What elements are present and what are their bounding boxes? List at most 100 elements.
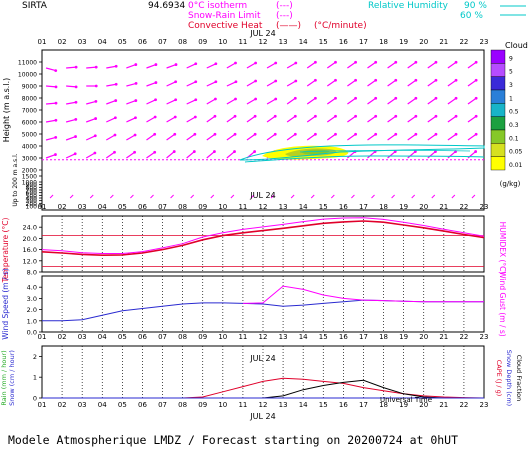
height-tick-label: 3000 — [22, 156, 37, 163]
wind-arrow — [326, 133, 336, 141]
wind-arrow-head — [274, 97, 278, 101]
wind-arrow-head — [293, 114, 297, 118]
wind-arrow-head — [214, 80, 218, 84]
wind-arrow-head — [253, 114, 257, 118]
wind-arrow-head — [394, 78, 398, 82]
wind-arrow-head — [113, 133, 117, 137]
low-hour-tick: 20 — [419, 333, 428, 341]
wind-arrow — [66, 85, 77, 88]
wind-arrow-head — [274, 61, 278, 65]
wind-arrow — [86, 66, 97, 69]
chart-content — [41, 5, 526, 399]
wind-arrow — [186, 133, 196, 141]
top-hour-tick: 20 — [419, 38, 428, 46]
low-wind-mark — [471, 194, 476, 199]
series-humidex — [41, 217, 485, 254]
low-wind-mark — [330, 194, 335, 199]
wind-arrow — [166, 99, 176, 105]
wind-arrow — [387, 115, 397, 123]
legend-label: Snow-Rain Limit — [188, 11, 261, 21]
low-wind-mark — [150, 194, 154, 199]
wind-arrow — [447, 133, 457, 141]
wind-arrow-head — [414, 132, 418, 136]
bottom-hour-tick: 14 — [299, 401, 308, 409]
wind-arrow-head — [94, 84, 98, 88]
top-hour-tick: 15 — [319, 38, 328, 46]
wind-arrow-head — [233, 150, 236, 153]
wind-arrow-head — [354, 132, 358, 136]
wind-arrow-head — [154, 81, 158, 84]
wind-arrow-head — [374, 78, 378, 82]
wind-arrow-head — [314, 78, 317, 82]
rh-legend-value-90: 90 % — [464, 1, 487, 11]
wind-arrow — [407, 133, 417, 141]
low-hour-tick: 04 — [98, 333, 107, 341]
low-wind-mark — [391, 194, 395, 199]
wind-arrow-head — [192, 150, 196, 153]
panel-tick-label: 1 — [33, 374, 37, 382]
wind-arrow — [85, 152, 96, 159]
mid-hour-tick: 06 — [138, 203, 147, 211]
panel-tick-label: 0 — [33, 395, 37, 403]
wind-arrow-head — [334, 114, 337, 118]
bottom-hour-tick: 04 — [98, 401, 107, 409]
wind-arrow-head — [254, 79, 258, 83]
height-axis-sublabel: Up to 200 m a.s.l. — [12, 153, 19, 206]
date-label-mid2: JUL 24 — [249, 354, 275, 363]
wind-arrow — [347, 151, 356, 159]
wind-arrow — [347, 133, 356, 141]
wind-arrow — [126, 151, 135, 159]
height-tick-label: 300 — [26, 198, 38, 205]
wind-arrow — [246, 80, 256, 87]
wind-arrow-head — [374, 114, 378, 118]
mid-hour-tick: 21 — [439, 203, 448, 211]
wind-arrow-head — [374, 132, 378, 136]
low-hour-tick: 06 — [138, 333, 147, 341]
wind-arrow-head — [474, 60, 478, 64]
legend-label: 0°C isotherm — [188, 1, 247, 11]
mid-hour-tick: 03 — [78, 203, 87, 211]
wind-arrow-head — [94, 117, 98, 120]
wind-arrow — [106, 100, 116, 105]
low-hour-tick: 01 — [38, 333, 47, 341]
wind-arrow — [246, 115, 256, 123]
top-hour-tick: 17 — [359, 38, 368, 46]
rain-axis-label: Rain (mm / hour) — [0, 350, 8, 405]
wind-arrow — [126, 134, 136, 141]
wind-arrow-head — [214, 97, 217, 101]
wind-arrow-head — [172, 150, 176, 153]
wind-arrow-head — [234, 61, 237, 65]
bottom-hour-tick: 15 — [319, 401, 328, 409]
wind-arrow-head — [213, 132, 217, 136]
height-tick-label: 1000 — [22, 180, 37, 187]
date-label-bottom: JUL 24 — [249, 412, 275, 421]
cloud-colorbar-label: 5 — [509, 69, 513, 76]
series-gust — [242, 285, 484, 304]
panel-tick-label: 2 — [33, 353, 37, 361]
wind-arrow — [66, 101, 77, 105]
mid-hour-tick: 13 — [279, 203, 288, 211]
bottom-hour-tick: 17 — [359, 401, 368, 409]
legend-label: Convective Heat — [188, 21, 263, 31]
wind-arrow — [367, 79, 377, 87]
wind-arrow-head — [334, 132, 337, 136]
low-hour-tick: 10 — [218, 333, 227, 341]
height-tick-label: 800 — [26, 185, 38, 192]
mid-hour-tick: 16 — [339, 203, 348, 211]
wind-arrow — [146, 82, 157, 87]
wind-arrow — [226, 62, 236, 69]
low-wind-mark — [411, 194, 416, 199]
snow-axis-label: Snow (cm / hour) — [8, 350, 16, 406]
low-hour-tick: 13 — [279, 333, 288, 341]
wind-arrow — [447, 97, 457, 105]
wind-arrow — [166, 116, 176, 123]
top-hour-tick: 21 — [439, 38, 448, 46]
low-hour-tick: 02 — [58, 333, 67, 341]
panel-tick-label: 8.0 — [27, 269, 37, 277]
cloud-colorbar-label: 0.05 — [509, 149, 523, 156]
top-hour-tick: 02 — [58, 38, 67, 46]
cloud-colorbar-label: 0.01 — [509, 162, 523, 169]
wind-arrow-head — [474, 78, 478, 82]
top-hour-tick: 09 — [198, 38, 207, 46]
wind-arrow-head — [133, 133, 137, 137]
